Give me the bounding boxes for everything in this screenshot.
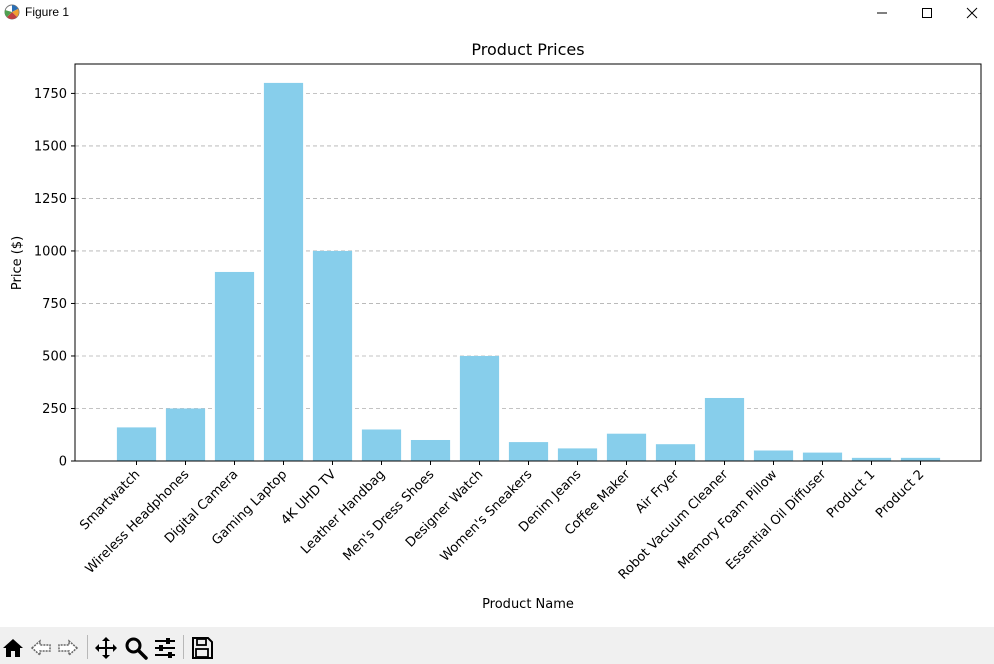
window-title: Figure 1 xyxy=(25,5,70,19)
move-icon[interactable] xyxy=(94,636,118,660)
floppy-disk-icon[interactable] xyxy=(190,636,214,660)
y-tick-label: 1250 xyxy=(34,192,67,207)
x-tick-label: Essential Oil Diffuser xyxy=(723,467,829,573)
sliders-icon[interactable] xyxy=(153,636,177,660)
bar xyxy=(606,433,647,461)
x-tick-label: Men's Dress Shoes xyxy=(341,467,438,564)
y-tick-label: 1750 xyxy=(34,87,67,102)
bar xyxy=(410,439,451,461)
bar xyxy=(851,457,892,461)
close-icon xyxy=(966,7,978,19)
bar xyxy=(655,444,696,461)
bar xyxy=(214,271,255,461)
home-icon[interactable] xyxy=(1,636,25,660)
bar xyxy=(312,250,353,461)
minimize-icon xyxy=(877,12,887,14)
bar xyxy=(508,442,549,461)
y-tick-label: 250 xyxy=(42,402,67,417)
chart-title: Product Prices xyxy=(471,40,584,59)
axes-frame xyxy=(74,63,982,462)
bar xyxy=(900,457,941,461)
bar xyxy=(165,408,206,461)
bar xyxy=(753,450,794,461)
bar xyxy=(802,452,843,461)
arrow-left-icon[interactable] xyxy=(29,636,53,660)
y-tick-label: 0 xyxy=(59,455,67,470)
bar xyxy=(704,397,745,461)
close-button[interactable] xyxy=(949,0,994,26)
navigation-toolbar xyxy=(0,627,994,664)
x-tick-label: Product 1 xyxy=(824,467,878,521)
x-tick-label: Product 2 xyxy=(873,467,927,521)
bar xyxy=(116,427,157,461)
bar xyxy=(557,448,598,461)
x-tick-label: Women's Sneakers xyxy=(438,467,536,565)
magnifier-icon[interactable] xyxy=(124,636,148,660)
maximize-button[interactable] xyxy=(904,0,950,26)
toolbar-separator xyxy=(87,635,88,659)
matplotlib-app-icon xyxy=(4,4,20,20)
minimize-button[interactable] xyxy=(859,0,905,26)
y-axis-ticks: 0 250 500 750 1000 1250 1500 1750 xyxy=(34,87,75,470)
y-tick-label: 500 xyxy=(42,349,67,364)
x-tick-label: Air Fryer xyxy=(633,467,683,517)
maximize-icon xyxy=(922,8,932,18)
bar xyxy=(361,429,402,461)
arrow-right-icon[interactable] xyxy=(56,636,80,660)
y-tick-label: 1500 xyxy=(34,139,67,154)
x-tick-label: Memory Foam Pillow xyxy=(675,467,780,572)
window-titlebar: Figure 1 xyxy=(0,0,994,26)
bar xyxy=(459,355,500,461)
bar xyxy=(263,82,304,462)
bar-chart: Product Prices 0 250 500 750 1000 1250 1500 175… xyxy=(10,40,982,612)
figure-canvas[interactable]: Product Prices 0 250 500 750 1000 1250 1500 175… xyxy=(0,26,994,627)
x-axis-label: Product Name xyxy=(482,597,574,612)
toolbar-separator xyxy=(183,635,184,659)
y-tick-label: 1000 xyxy=(34,244,67,259)
y-gridlines xyxy=(75,93,981,409)
y-axis-label: Price ($) xyxy=(10,236,25,290)
bars xyxy=(116,82,941,462)
y-tick-label: 750 xyxy=(42,297,67,312)
x-tick-label: Leather Handbag xyxy=(298,467,388,557)
